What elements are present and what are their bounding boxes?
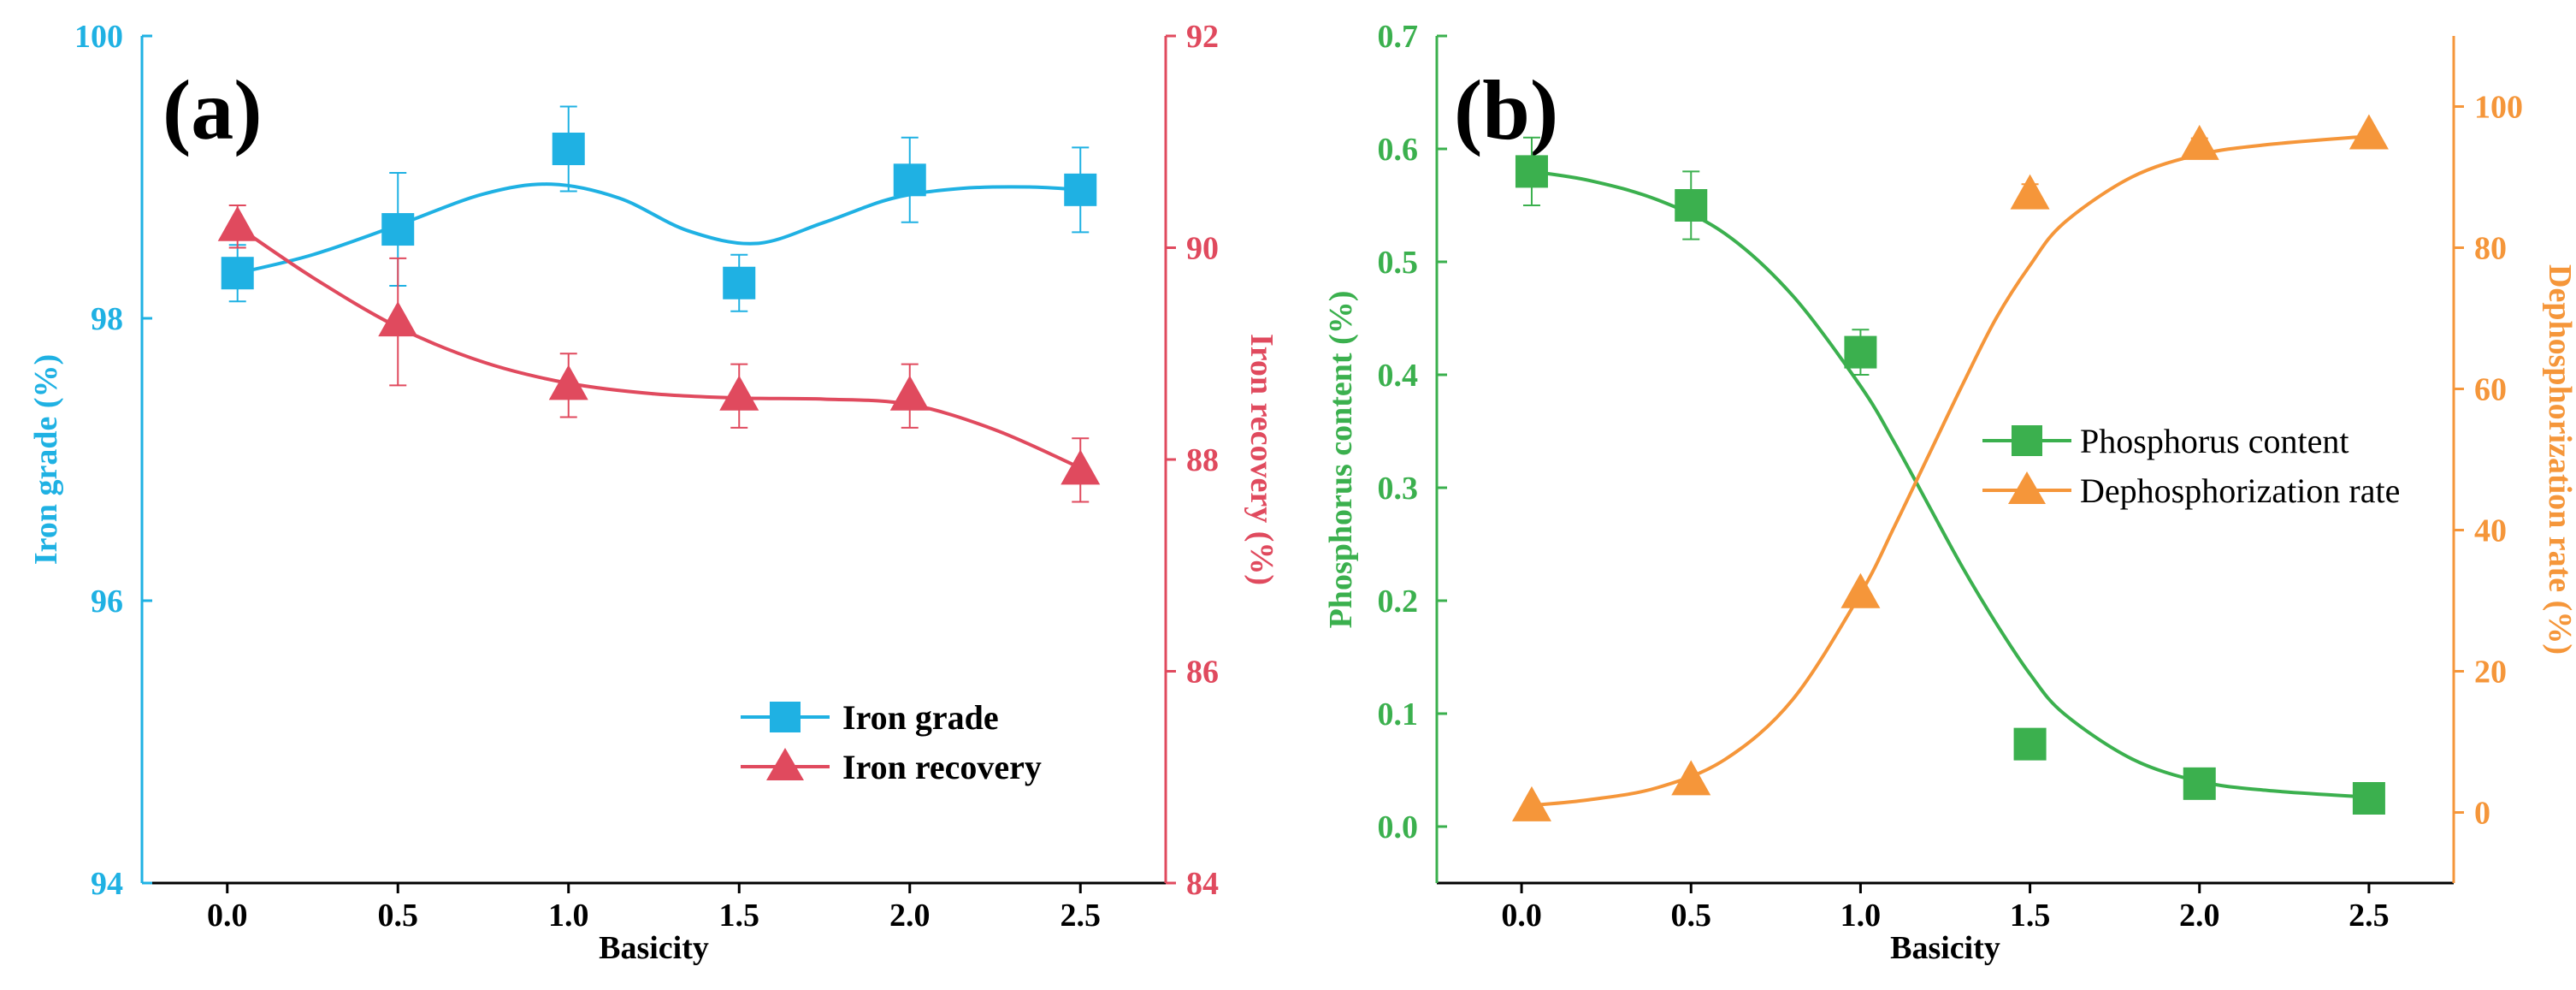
y-left-tick-label: 0.0	[1378, 809, 1419, 845]
x-tick-label: 1.0	[548, 898, 589, 934]
legend-label: Phosphorus content	[2080, 422, 2349, 460]
data-point-triangle	[2010, 174, 2050, 210]
y-left-tick-label: 0.7	[1378, 19, 1419, 55]
data-point-square	[552, 133, 585, 165]
y-left-axis-title: Iron grade (%)	[28, 354, 64, 565]
data-point-triangle	[889, 375, 930, 411]
x-tick-label: 0.5	[1671, 898, 1712, 934]
x-tick-label: 2.5	[1061, 898, 1102, 934]
series-line-iron-grade	[237, 182, 1081, 276]
y-left-tick-label: 0.3	[1378, 471, 1419, 507]
y-left-tick-label: 0.6	[1378, 132, 1419, 168]
data-point-square	[1515, 155, 1548, 188]
data-point-square	[381, 213, 415, 246]
y-right-tick-label: 84	[1186, 866, 1219, 902]
y-right-tick-label: 80	[2474, 231, 2507, 267]
y-right-axis-title: Iron recovery (%)	[1244, 334, 1279, 585]
x-tick-label: 0.0	[207, 898, 248, 934]
y-left-tick-label: 0.4	[1378, 358, 1419, 394]
y-right-tick-label: 86	[1186, 655, 1219, 691]
y-right-axis-title: Dephosphorization rate (%)	[2542, 264, 2576, 655]
x-axis-title: Basicity	[1890, 930, 2000, 966]
series-line-dephosphorization-rate	[1531, 134, 2370, 808]
legend-marker-triangle	[2008, 471, 2046, 504]
y-left-tick-label: 100	[74, 19, 123, 55]
data-point-triangle	[2349, 114, 2389, 150]
y-left-tick-label: 0.1	[1378, 697, 1419, 732]
y-right-tick-label: 0	[2474, 796, 2490, 832]
y-left-tick-label: 94	[91, 866, 123, 902]
y-right-tick-label: 40	[2474, 513, 2507, 549]
chart-panel-1: 0.0 0.5 1.0 1.5 2.0 2.5 Basicity 94 96 98 100 Iron …	[28, 19, 1279, 966]
y-right-tick-label: 100	[2474, 90, 2523, 126]
legend-marker-triangle	[766, 748, 804, 780]
data-point-square	[1064, 173, 1097, 206]
x-tick-label: 2.0	[889, 898, 931, 934]
legend-marker-square	[770, 702, 801, 732]
x-tick-label: 2.5	[2349, 898, 2390, 934]
y-right-tick-label: 90	[1186, 231, 1219, 267]
legend-label: Dephosphorization rate	[2080, 471, 2400, 510]
legend-label: Iron grade	[842, 698, 999, 737]
data-point-square	[893, 163, 926, 197]
data-point-triangle	[1671, 760, 1711, 796]
data-point-triangle	[1511, 785, 1551, 821]
y-left-tick-label: 0.5	[1378, 245, 1419, 281]
y-left-axis-title: Phosphorus content (%)	[1323, 291, 1359, 629]
data-point-triangle	[2179, 124, 2219, 160]
legend-marker-square	[2012, 425, 2042, 456]
y-right-tick-label: 20	[2474, 655, 2507, 691]
data-point-triangle	[719, 375, 759, 411]
data-point-square	[1675, 189, 1708, 222]
y-left-tick-label: 96	[91, 584, 123, 619]
data-point-square	[2352, 782, 2385, 815]
data-point-square	[2013, 727, 2047, 761]
y-right-tick-label: 88	[1186, 442, 1219, 478]
x-tick-label: 1.5	[2010, 898, 2051, 934]
x-tick-label: 0.5	[378, 898, 419, 934]
data-point-triangle	[217, 205, 257, 241]
data-point-square	[1844, 335, 1877, 369]
y-right-tick-label: 60	[2474, 372, 2507, 408]
panel-label: (b)	[1454, 62, 1558, 157]
x-tick-label: 1.5	[719, 898, 760, 934]
y-left-tick-label: 98	[91, 301, 123, 337]
chart-panel-2: 0.0 0.5 1.0 1.5 2.0 2.5 Basicity 0.0 0.1 0.2 0.3 0.…	[1323, 19, 2576, 966]
legend-label: Iron recovery	[842, 748, 1042, 786]
data-point-square	[221, 257, 254, 290]
x-tick-label: 1.0	[1840, 898, 1882, 934]
data-point-square	[2183, 767, 2216, 800]
y-left-tick-label: 0.2	[1378, 584, 1419, 619]
data-point-triangle	[378, 301, 418, 337]
data-point-triangle	[1061, 449, 1101, 485]
data-point-triangle	[548, 365, 588, 400]
y-right-tick-label: 92	[1186, 19, 1219, 55]
panel-label: (a)	[162, 62, 263, 157]
data-point-triangle	[1840, 572, 1881, 608]
x-tick-label: 0.0	[1501, 898, 1542, 934]
series-line-iron-recovery	[236, 225, 1082, 470]
data-point-square	[723, 266, 756, 299]
x-axis-title: Basicity	[599, 930, 709, 966]
x-tick-label: 2.0	[2179, 898, 2220, 934]
